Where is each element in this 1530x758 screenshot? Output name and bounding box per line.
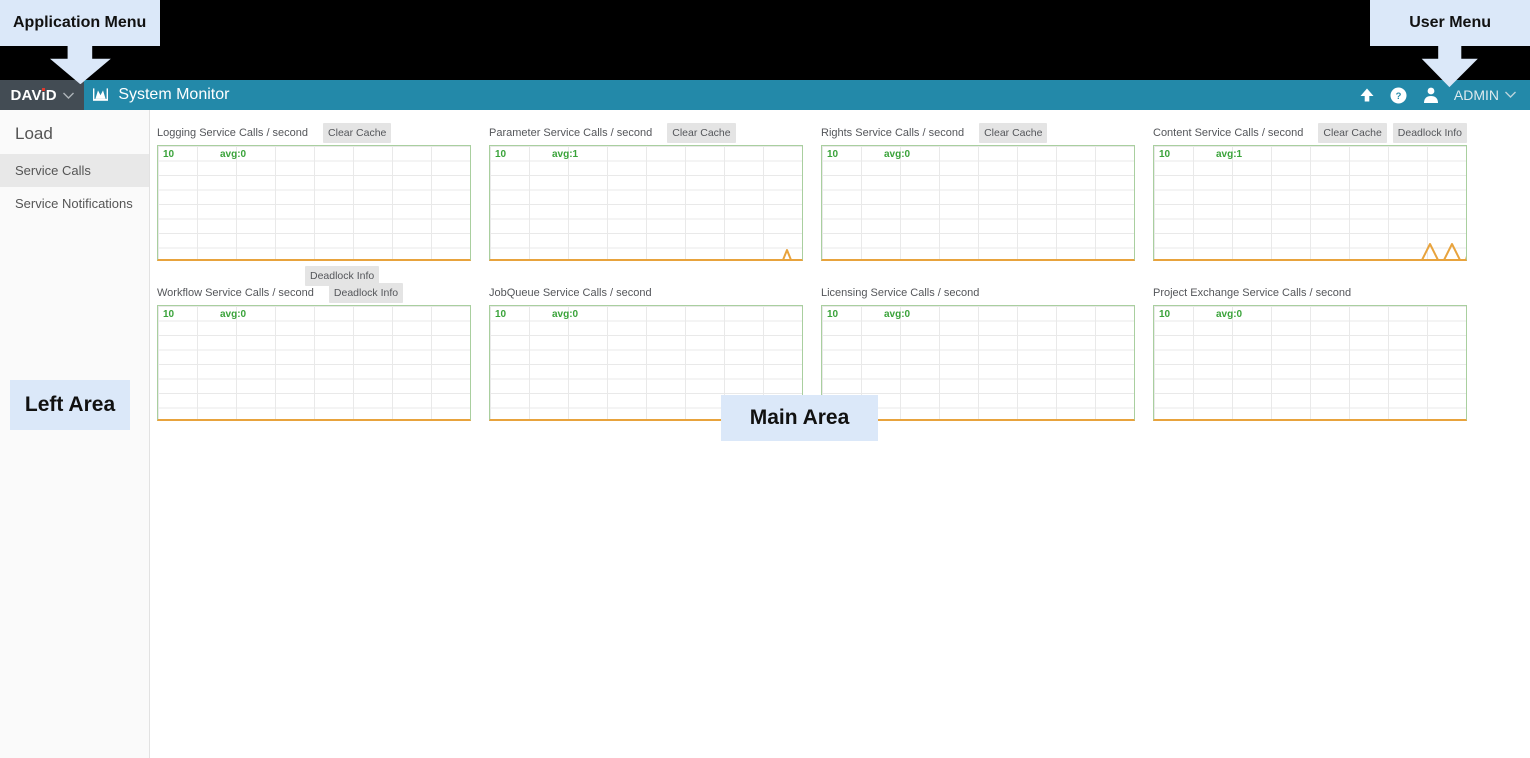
svg-text:?: ? bbox=[1396, 91, 1402, 102]
